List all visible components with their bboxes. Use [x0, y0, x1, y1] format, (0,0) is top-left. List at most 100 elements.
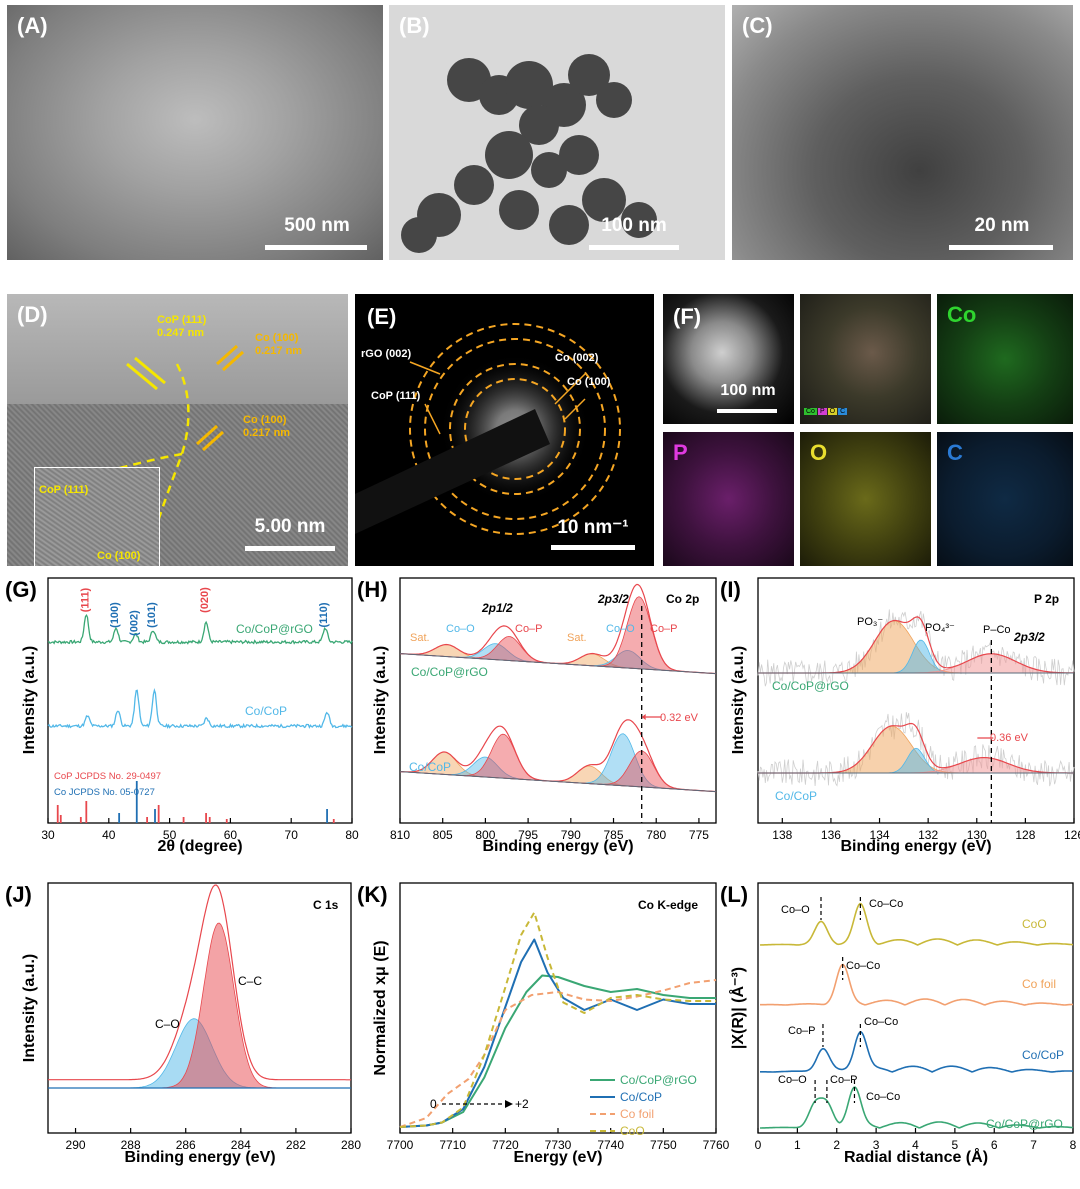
chart-j-envelope — [48, 884, 351, 1081]
panel-d-cop111-label: CoP (111) 0.247 nm — [157, 314, 207, 339]
chart-h-rgo-background — [399, 653, 717, 675]
chart-i-ylabel: Intensity (a.u.) — [730, 646, 747, 754]
chart-i-tick-label: 128 — [1015, 828, 1035, 842]
chart-k-series-0 — [399, 974, 716, 1128]
chart-l-label-coo-1: Co–O — [781, 904, 810, 916]
chart-h-tick-label: 810 — [390, 828, 410, 842]
chart-h-ann-coo-1: Co–O — [446, 623, 475, 635]
chart-k-legend-label: CoO — [620, 1124, 645, 1138]
panel-e-rgo-ring-label: rGO (002) — [361, 348, 412, 360]
chart-i-tick-label: 134 — [870, 828, 890, 842]
chart-i-title: P 2p — [1034, 592, 1059, 606]
chart-h-tick-label: 790 — [561, 828, 581, 842]
chart-g-peak-labels: (111) (100) (002) (101) (020) (110) — [79, 587, 330, 636]
chart-g-peak-100: (100) — [109, 602, 121, 628]
chart-l-series-1 — [760, 963, 1074, 1006]
chart-l-tick-label: 8 — [1070, 1138, 1077, 1152]
chart-i-tick-label: 132 — [918, 828, 938, 842]
chart-k-xaxis: 7700 7710 7720 7730 7740 7750 7760 — [387, 1128, 730, 1152]
chart-i-tick-label: 138 — [772, 828, 792, 842]
chart-k-series-3 — [399, 911, 716, 1128]
chart-j-xaxis: 290 288 286 284 282 280 — [66, 1128, 361, 1152]
chart-h-ann-sat-1: Sat. — [410, 632, 430, 644]
chart-l-series-2 — [760, 1031, 1073, 1073]
panel-a-label: (A) — [17, 13, 48, 38]
chart-g-tick-label: 70 — [285, 828, 299, 842]
chart-j-tick-label: 290 — [66, 1138, 86, 1152]
chart-l-series-cofoil: Co foil — [1022, 977, 1056, 991]
chart-h-rgo-component — [399, 596, 717, 674]
chart-h-ann-2p12: 2p1/2 — [481, 601, 513, 615]
panel-a-scale-text: 500 nm — [284, 215, 350, 236]
panel-b-tem-image: (B) 100 nm — [389, 5, 725, 260]
panel-b-label: (B) — [399, 13, 430, 38]
panel-d-inset-co-label: Co (100) — [97, 550, 141, 562]
panel-d-scale-text: 5.00 nm — [254, 516, 326, 537]
chart-l-label-cop-1: Co–P — [788, 1025, 816, 1037]
chart-k-series-2 — [399, 979, 717, 1128]
chart-h-label-rgo: Co/CoP@rGO — [411, 665, 488, 679]
chart-l-xaxis: 0 1 2 3 4 5 6 7 8 — [755, 1128, 1077, 1152]
chart-h-xaxis: 810 805 800 795 790 785 780 775 — [390, 818, 709, 842]
chart-i-ann-po3: PO₃⁻ — [857, 616, 883, 628]
chart-j-frame — [47, 882, 352, 1134]
chart-j-tick-label: 286 — [176, 1138, 196, 1152]
chart-k: (K) 7700 7710 7720 7730 7740 7750 7760 Energy … — [357, 882, 730, 1166]
chart-g-peak-110: (110) — [318, 602, 330, 627]
chart-i-tick-label: 130 — [967, 828, 987, 842]
chart-i-plot — [757, 609, 1075, 823]
chart-i-ann-p32: 2p3/2 — [1013, 630, 1045, 644]
chart-l-series-0 — [759, 902, 1074, 946]
chart-h-frame — [399, 577, 717, 824]
chart-h-title: Co 2p — [666, 592, 699, 606]
chart-i-ann-pco: P–Co — [983, 624, 1011, 636]
chart-g-peak-101: (101) — [146, 602, 158, 628]
chart-k-frame — [399, 882, 717, 1134]
chart-i-frame — [757, 577, 1075, 824]
chart-g-peak-002: (002) — [129, 610, 141, 636]
chart-i-cop-raw — [757, 712, 1075, 787]
chart-h-tick-label: 775 — [689, 828, 709, 842]
saed-ring-rgo — [409, 323, 621, 535]
chart-l-label-coco-4: Co–Co — [866, 1091, 900, 1103]
chart-g-label-cop: Co/CoP — [245, 704, 287, 718]
chart-h-tick-label: 805 — [433, 828, 453, 842]
chart-h-tick-label: 800 — [475, 828, 495, 842]
panel-f-p-label: P — [673, 440, 688, 465]
panel-f-p-map: P — [663, 432, 794, 566]
chart-g-ref-sticks — [56, 781, 335, 823]
chart-h-shift-arrowhead — [641, 714, 646, 720]
panel-f-o-map: O — [800, 432, 931, 566]
chart-l-series-cocop-rgo: Co/CoP@rGO — [986, 1117, 1063, 1131]
chart-h-tick-label: 795 — [518, 828, 538, 842]
chart-i-ann-shift: 0.36 eV — [990, 732, 1029, 744]
panel-d-co100-mid-label: Co (100) 0.217 nm — [243, 414, 291, 439]
chart-l-tick-label: 1 — [794, 1138, 801, 1152]
chart-l-label-coco-3: Co–Co — [864, 1016, 898, 1028]
panel-f-o-label: O — [810, 440, 828, 465]
chart-k-series-1 — [399, 938, 716, 1128]
panel-e-cop-ring-label: CoP (111) — [371, 390, 421, 402]
chart-j-tick-label: 282 — [286, 1138, 306, 1152]
chart-k-xlabel: Energy (eV) — [514, 1149, 603, 1166]
chart-l-ylabel: |X(R)| (Å⁻³) — [728, 967, 747, 1049]
chart-i-label-cop: Co/CoP — [775, 789, 817, 803]
saed-ring-co100 — [464, 378, 566, 480]
chart-k-legend-label: Co/CoP — [620, 1090, 662, 1104]
panel-d-scalebar — [245, 546, 335, 551]
chart-k-title: Co K-edge — [638, 898, 698, 912]
chart-h-ylabel: Intensity (a.u.) — [372, 646, 389, 754]
chart-k-plot — [399, 911, 717, 1128]
chart-l-tick-label: 4 — [912, 1138, 919, 1152]
panel-d-inset: CoP (111) Co (100) — [34, 467, 160, 566]
chart-g: (G) 30 40 50 60 70 80 2θ (degree) Intensity (… — [5, 577, 359, 855]
chart-l-tick-label: 7 — [1030, 1138, 1037, 1152]
chart-j-plot — [48, 884, 351, 1089]
chart-k-ann-two: +2 — [515, 1097, 529, 1111]
chart-j-ann-cc: C–C — [238, 974, 262, 988]
chart-g-ylabel: Intensity (a.u.) — [21, 646, 38, 754]
chart-j-xlabel: Binding energy (eV) — [124, 1149, 275, 1166]
chart-h-cop-background — [399, 771, 717, 793]
chart-g-peak-020: (020) — [199, 587, 211, 613]
chart-l-label-coco-2: Co–Co — [846, 960, 880, 972]
